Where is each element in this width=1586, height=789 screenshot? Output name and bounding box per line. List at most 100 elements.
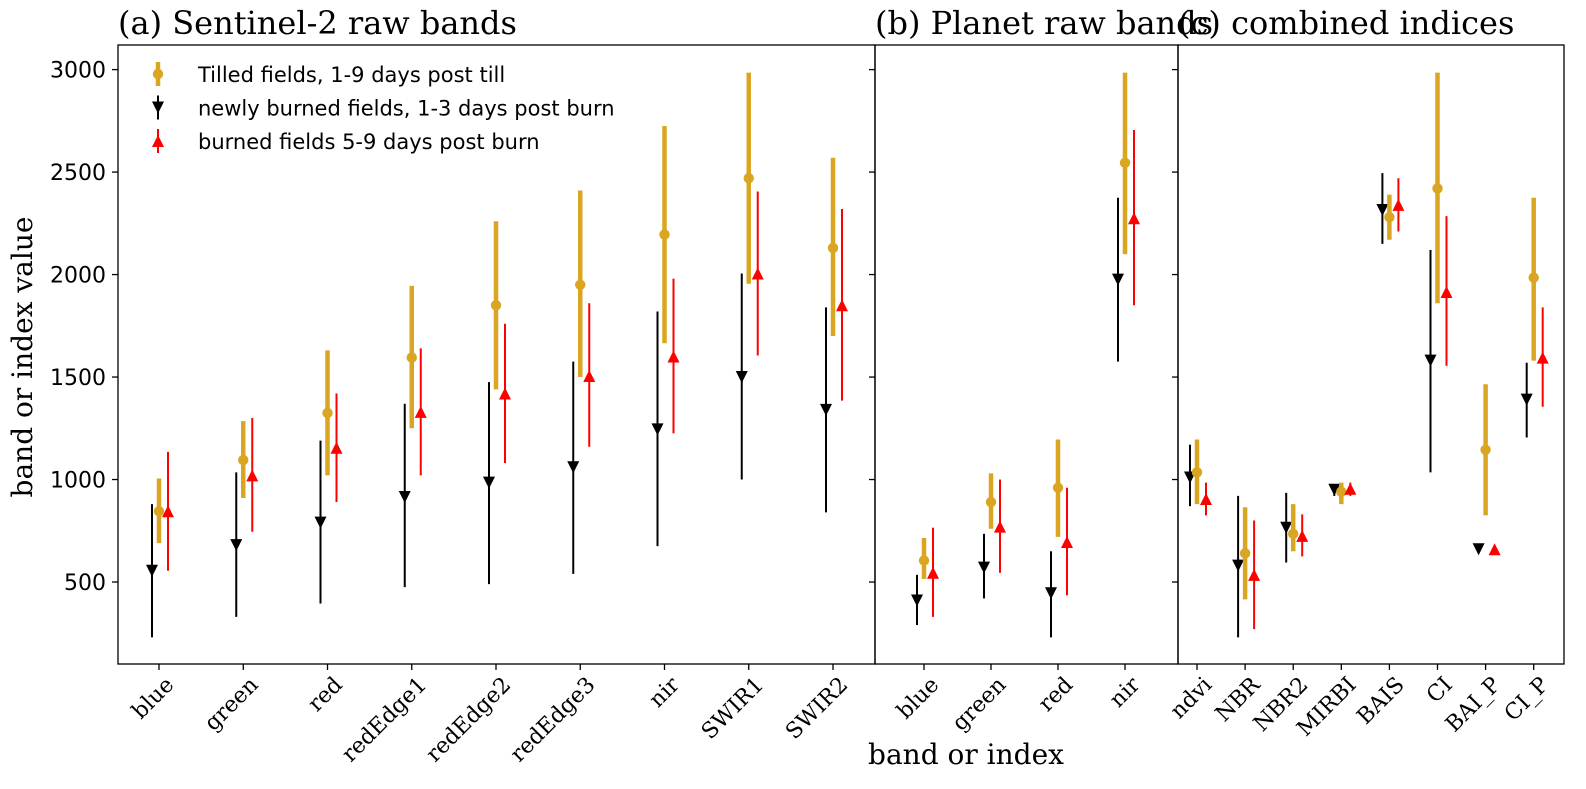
data-point	[1061, 536, 1073, 549]
data-point	[583, 370, 596, 383]
data-point	[918, 555, 930, 566]
panel-title: (b) Planet raw bands	[875, 4, 1213, 42]
x-tick-label: redEdge2	[422, 673, 517, 768]
data-point	[1528, 272, 1539, 283]
x-tick-label: SWIR1	[697, 673, 769, 745]
data-point	[911, 594, 923, 607]
data-point	[322, 407, 333, 419]
data-point	[246, 469, 259, 482]
data-point	[238, 454, 249, 466]
data-point	[994, 520, 1006, 533]
data-point	[1052, 482, 1064, 493]
y-tick-label: 2500	[50, 161, 106, 186]
data-point	[978, 561, 990, 574]
data-point	[146, 564, 158, 577]
data-point	[1119, 157, 1131, 169]
y-axis-label: band or index value	[6, 217, 39, 498]
data-point	[1232, 559, 1245, 572]
data-point	[743, 173, 754, 184]
x-tick-label: green	[948, 673, 1012, 737]
x-tick-label: blue	[127, 673, 179, 725]
x-tick-label: nir	[645, 672, 685, 712]
x-tick-label: CI	[1422, 673, 1458, 709]
x-tick-label: SWIR2	[781, 673, 853, 745]
x-tick-label: BAIS	[1352, 673, 1409, 730]
data-point	[1191, 467, 1203, 478]
data-point	[735, 371, 748, 384]
data-point	[751, 267, 764, 280]
data-point	[1472, 543, 1485, 556]
x-tick-label: red	[303, 673, 347, 717]
data-marks	[146, 72, 1549, 638]
x-tick-label: green	[200, 673, 264, 737]
x-tick-label: nir	[1105, 672, 1145, 712]
data-point	[1440, 285, 1453, 298]
data-point	[1480, 444, 1491, 456]
data-point	[1536, 351, 1549, 364]
data-point	[659, 229, 670, 240]
legend: Tilled fields, 1-9 days post till newly b…	[152, 62, 615, 154]
x-axis-label: band or index	[868, 738, 1064, 771]
legend-label: newly burned fields, 1-3 days post burn	[198, 97, 615, 121]
data-point	[230, 539, 243, 552]
data-point	[1488, 543, 1501, 556]
data-point	[1344, 482, 1357, 495]
data-point	[1239, 548, 1251, 559]
panel-title: (a) Sentinel-2 raw bands	[118, 4, 517, 42]
panel-title: (c) combined indices	[1178, 4, 1514, 42]
y-tick-label: 2000	[50, 264, 106, 289]
data-point	[651, 423, 664, 436]
data-point	[836, 299, 848, 312]
data-point	[567, 461, 580, 474]
data-point	[827, 242, 839, 254]
y-tick-label: 1000	[50, 469, 106, 494]
x-tick-label: blue	[892, 673, 944, 725]
data-point	[1112, 273, 1124, 286]
data-point	[483, 476, 495, 489]
legend-label: burned fields 5-9 days post burn	[198, 130, 540, 154]
y-tick-label: 1500	[50, 366, 106, 391]
panel-frames	[112, 44, 1565, 670]
data-point	[499, 387, 511, 400]
x-tick-label: ndvi	[1166, 673, 1217, 724]
data-point	[162, 505, 174, 518]
x-tick-label: CI_P	[1500, 672, 1554, 726]
data-point	[406, 352, 417, 363]
data-point	[667, 350, 680, 363]
data-point	[575, 279, 586, 291]
data-point	[1424, 354, 1437, 367]
data-point	[398, 490, 411, 503]
x-tick-label: redEdge1	[337, 673, 432, 768]
y-tick-label: 3000	[50, 59, 106, 84]
data-point	[414, 405, 427, 418]
data-point	[1045, 587, 1057, 600]
data-point	[1520, 393, 1533, 406]
legend-label: Tilled fields, 1-9 days post till	[197, 63, 505, 87]
data-point	[153, 506, 165, 517]
panel-frame	[1177, 44, 1565, 665]
data-point	[820, 403, 832, 416]
data-point	[1128, 212, 1140, 225]
data-point	[490, 300, 502, 311]
legend-swatch-marker	[152, 101, 164, 114]
panel-frame	[874, 44, 1179, 665]
data-point	[314, 516, 327, 529]
legend-swatch-marker	[152, 135, 164, 147]
data-point	[1296, 529, 1309, 542]
x-tick-label: BAI_P	[1441, 672, 1506, 737]
data-point	[1376, 203, 1389, 216]
data-point	[1328, 483, 1341, 496]
data-point	[1384, 211, 1395, 223]
data-point	[1336, 486, 1347, 498]
data-point	[1200, 493, 1212, 506]
data-point	[985, 496, 997, 508]
data-point	[1392, 198, 1405, 211]
x-tick-label: red	[1034, 673, 1078, 717]
data-point	[1432, 183, 1443, 194]
data-point	[1288, 528, 1299, 540]
data-point	[330, 441, 343, 454]
data-point	[1248, 568, 1261, 581]
y-tick-label: 500	[64, 571, 106, 596]
legend-swatch-marker	[152, 68, 164, 80]
